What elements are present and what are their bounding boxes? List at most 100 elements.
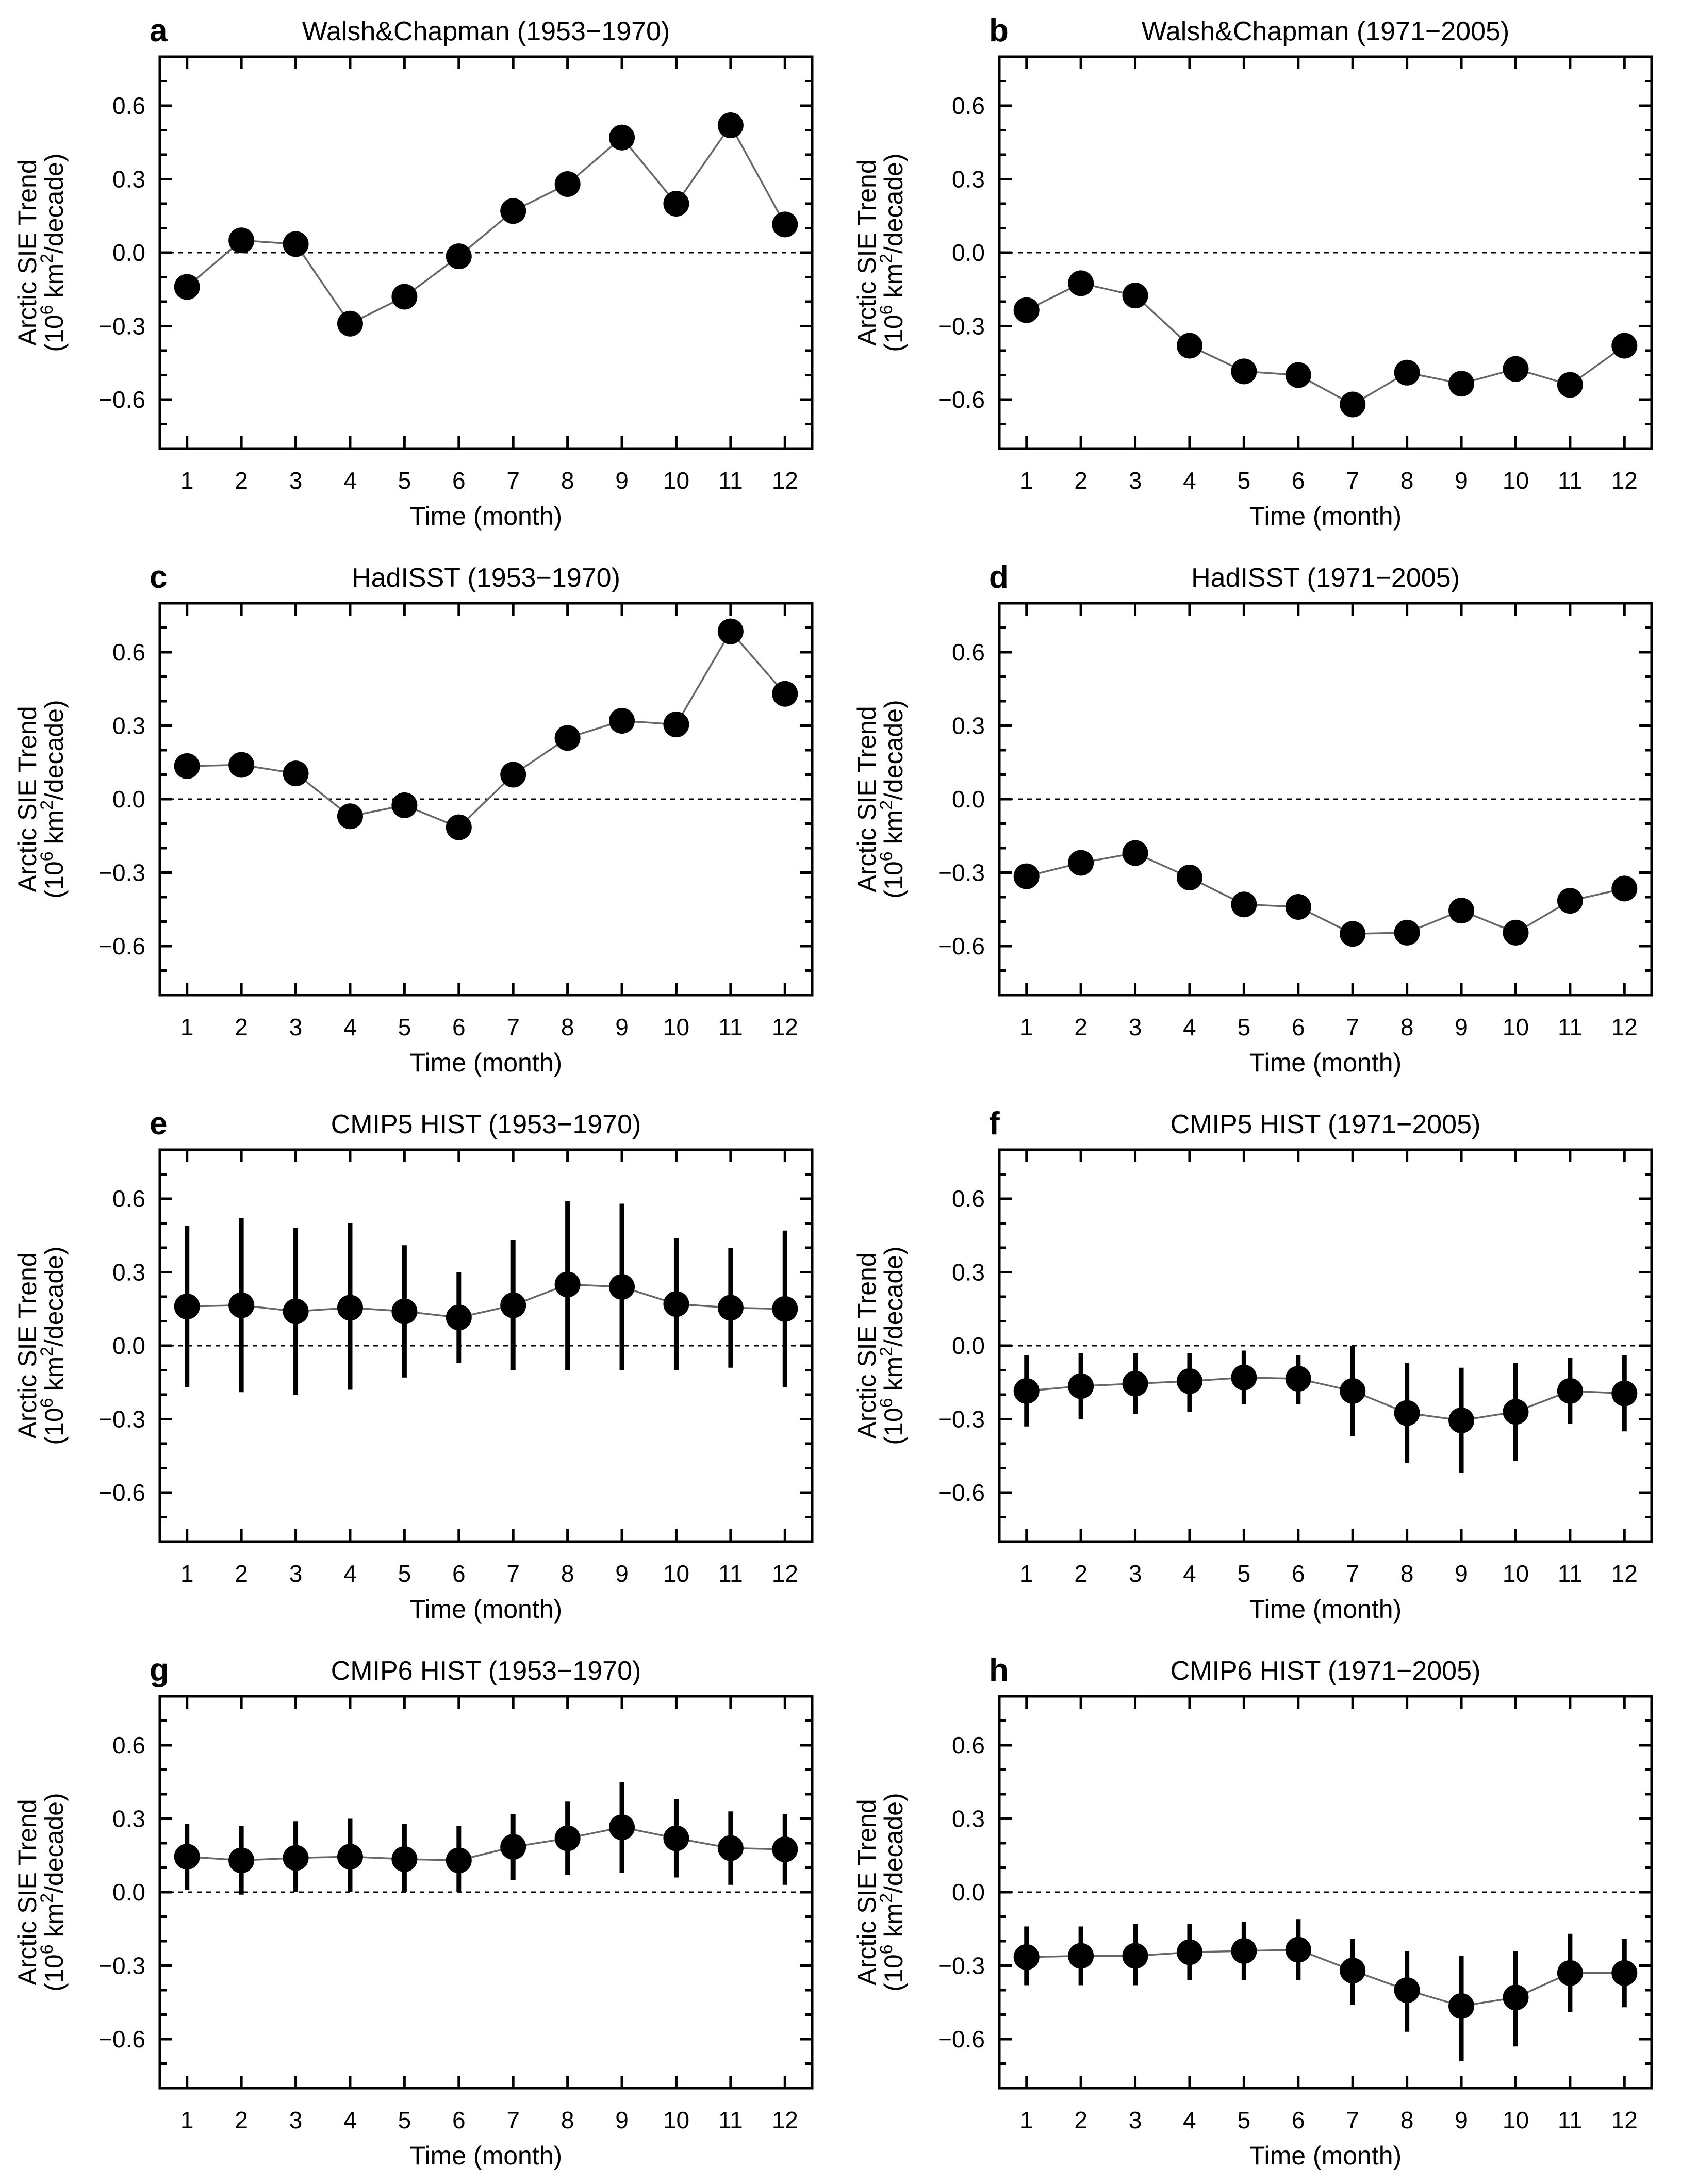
data-point (1394, 919, 1420, 946)
y-axis-title-line1: Arctic SIE Trend (13, 1252, 42, 1438)
x-tick-label: 1 (180, 1014, 194, 1040)
data-point (1340, 921, 1366, 947)
y-axis-title: Arctic SIE Trend(106 km2/decade) (852, 700, 908, 898)
data-point (174, 753, 200, 779)
x-tick-label: 6 (452, 467, 466, 494)
data-point (1176, 865, 1202, 890)
y-axis-title-unit: /decade) (40, 700, 69, 800)
panel-letter: b (989, 13, 1009, 48)
y-axis-title-line1: Arctic SIE Trend (13, 706, 42, 892)
x-tick-label: 11 (1558, 467, 1583, 494)
x-axis-title: Time (month) (1249, 1048, 1402, 1077)
y-tick-label: 0.3 (952, 166, 985, 193)
y-axis-title-unit: km (879, 263, 908, 305)
x-tick-label: 8 (1400, 1014, 1414, 1040)
data-point (772, 1296, 798, 1322)
data-point (609, 1814, 635, 1841)
data-point (228, 752, 255, 778)
x-tick-label: 7 (506, 2107, 520, 2133)
y-tick-label: −0.6 (98, 2026, 145, 2053)
data-point (337, 803, 363, 830)
y-tick-label: 0.6 (952, 639, 985, 666)
x-tick-label: 6 (452, 2107, 466, 2133)
x-tick-label: 1 (1020, 2107, 1033, 2133)
x-tick-label: 10 (663, 2107, 689, 2133)
y-axis-title-line2: (10 (40, 315, 69, 352)
x-tick-label: 8 (1400, 1560, 1414, 1587)
data-point (391, 1846, 418, 1872)
data-point (1557, 888, 1583, 914)
x-axis-title: Time (month) (410, 502, 562, 531)
y-tick-label: −0.3 (938, 1406, 985, 1433)
y-axis-title-line1: Arctic SIE Trend (852, 706, 881, 892)
x-axis-title: Time (month) (410, 1595, 562, 1624)
x-tick-label: 9 (1455, 1560, 1468, 1587)
data-point (337, 1295, 363, 1321)
y-tick-label: 0.0 (952, 1332, 985, 1359)
x-tick-label: 1 (180, 2107, 194, 2133)
y-axis-title-sup: 6 (37, 1944, 57, 1954)
x-tick-label: 9 (1455, 1014, 1468, 1040)
data-point (1231, 1364, 1257, 1391)
panel-letter: h (989, 1652, 1009, 1688)
y-axis-title-sup: 6 (877, 851, 896, 861)
data-point (1557, 1960, 1583, 1986)
x-tick-label: 9 (1455, 467, 1468, 494)
panel-title: CMIP5 HIST (1971−2005) (1171, 1110, 1481, 1139)
x-tick-label: 11 (1558, 2107, 1583, 2133)
data-point (391, 1298, 418, 1325)
y-axis-title-sup: 6 (37, 305, 57, 315)
data-point (337, 310, 363, 337)
x-tick-label: 3 (1129, 1560, 1142, 1587)
panel-title: CMIP5 HIST (1953−1970) (331, 1110, 641, 1139)
x-tick-label: 4 (1183, 467, 1196, 494)
x-tick-label: 9 (615, 2107, 629, 2133)
y-tick-label: −0.3 (98, 859, 145, 886)
data-point (283, 1298, 309, 1325)
data-point (1394, 1977, 1420, 2003)
x-tick-label: 5 (398, 1014, 411, 1040)
y-axis-title-sup: 2 (877, 254, 896, 263)
data-point (1394, 359, 1420, 386)
panel-title: HadISST (1953−1970) (352, 563, 620, 593)
x-tick-label: 3 (289, 1560, 303, 1587)
y-tick-label: 0.3 (952, 713, 985, 739)
y-tick-label: 0.6 (112, 1732, 145, 1759)
x-tick-label: 6 (1292, 1560, 1305, 1587)
x-axis-title: Time (month) (1249, 1595, 1402, 1624)
data-point (1231, 1938, 1257, 1964)
x-tick-label: 2 (235, 2107, 248, 2133)
y-axis-title-unit: km (40, 810, 69, 852)
x-tick-label: 6 (1292, 2107, 1305, 2133)
data-point (772, 1836, 798, 1862)
x-tick-label: 10 (1503, 467, 1529, 494)
data-point (717, 1835, 744, 1861)
data-point (1068, 850, 1094, 876)
x-tick-label: 10 (663, 467, 689, 494)
x-tick-label: 6 (452, 1014, 466, 1040)
x-tick-label: 4 (1183, 1560, 1196, 1587)
y-axis-title-line1: Arctic SIE Trend (13, 1799, 42, 1985)
data-point (174, 1294, 200, 1319)
data-point (1176, 1939, 1202, 1965)
x-axis-title: Time (month) (410, 2141, 562, 2170)
data-point (1122, 1370, 1148, 1397)
y-axis-title-sup: 2 (877, 800, 896, 810)
data-point (446, 814, 472, 840)
x-axis-title: Time (month) (410, 1048, 562, 1077)
data-point (1448, 898, 1475, 924)
x-tick-label: 10 (1503, 2107, 1529, 2133)
data-point (772, 681, 798, 707)
y-axis-title-sup: 2 (877, 1893, 896, 1903)
y-tick-label: −0.3 (98, 313, 145, 340)
x-tick-label: 8 (561, 2107, 574, 2133)
y-axis-title-line2: (10 (879, 315, 908, 352)
data-point (1122, 1943, 1148, 1969)
x-tick-label: 3 (1129, 467, 1142, 494)
x-tick-label: 1 (180, 1560, 194, 1587)
y-axis-title: Arctic SIE Trend(106 km2/decade) (13, 1793, 69, 1991)
data-point (1557, 1378, 1583, 1404)
y-axis-title-sup: 2 (37, 254, 57, 263)
panel-f: 1 2 3 4 5 6 7 8 9 10 11 120.60.30.0−0.3−0.6f CMIP5 H… (852, 1106, 1653, 1624)
y-axis-title-unit: km (879, 1903, 908, 1945)
